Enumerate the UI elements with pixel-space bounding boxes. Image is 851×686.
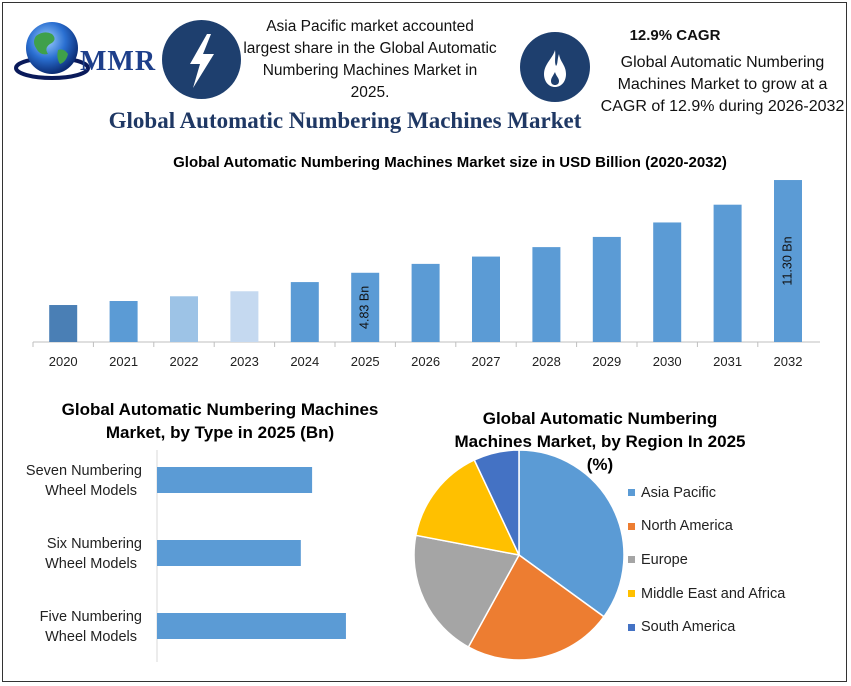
hbar-1	[157, 540, 301, 566]
x-tick-label-2028: 2028	[532, 354, 561, 369]
x-tick-label-2032: 2032	[774, 354, 803, 369]
legend-label: Middle East and Africa	[641, 585, 786, 602]
legend-item: Middle East and Africa	[628, 577, 785, 611]
data-label-2032: 11.30 Bn	[780, 236, 794, 285]
logo-text: MMR	[80, 46, 157, 77]
legend-item: South America	[628, 610, 785, 644]
bar-2032	[774, 180, 802, 342]
bar-2022	[170, 296, 198, 342]
x-tick-label-2026: 2026	[411, 354, 440, 369]
bar-2028	[532, 247, 561, 342]
main-title: Global Automatic Numbering Machines Mark…	[108, 108, 582, 133]
legend-label: Europe	[641, 551, 688, 568]
bar-2031	[713, 204, 742, 342]
category-label-0: Seven Numbering	[26, 463, 142, 479]
category-label-1-line2: Wheel Models	[45, 556, 137, 572]
legend-label: Asia Pacific	[641, 484, 716, 501]
type-bar-chart: Seven Numbering Wheel Models Six Numbering…	[26, 450, 346, 662]
category-label-2-line2: Wheel Models	[45, 629, 137, 645]
bar-2027	[472, 256, 500, 342]
x-tick-label-2021: 2021	[109, 354, 138, 369]
hbar-0	[157, 467, 313, 493]
category-label-1: Six Numbering	[47, 536, 142, 552]
legend-swatch	[628, 522, 635, 530]
bar-2021	[109, 301, 138, 342]
data-label-2025: 4.83 Bn	[357, 286, 371, 329]
x-tick-label-2022: 2022	[170, 354, 199, 369]
category-label-0-line2: Wheel Models	[45, 483, 137, 499]
lightning-icon	[162, 20, 241, 99]
x-tick-label-2027: 2027	[472, 354, 501, 369]
legend-item: Europe	[628, 543, 785, 577]
pie-slice-3	[414, 458, 521, 557]
legend-item: Asia Pacific	[628, 476, 785, 510]
pie-slice-0	[518, 449, 625, 618]
info-left-text: Asia Pacific market accounted largest sh…	[243, 18, 497, 101]
market-size-bar-chart: 2020 2021 2022 2023 2024 2025 4.83 Bn 2026 2027 2…	[32, 180, 820, 369]
region-chart-title: Global Automatic Numbering Machines Mark…	[454, 409, 746, 474]
legend-swatch	[628, 623, 635, 631]
hbar-2	[157, 613, 346, 639]
type-chart-title: Global Automatic Numbering Machines Mark…	[61, 400, 379, 442]
bar-2025	[351, 272, 380, 342]
x-tick-label-2023: 2023	[230, 354, 259, 369]
bar-2024	[290, 282, 319, 342]
region-legend: Asia Pacific North America Europe Middle Ea…	[628, 476, 785, 644]
bar-2029	[592, 236, 621, 342]
legend-label: South America	[641, 619, 736, 636]
pie-slice-4	[473, 449, 520, 556]
flame-icon	[520, 32, 590, 102]
region-pie-chart	[413, 449, 625, 661]
pie-slice-2	[413, 534, 521, 649]
cagr-title: 12.9% CAGR	[629, 27, 721, 44]
pie-slice-1	[467, 553, 605, 661]
x-tick-label-2030: 2030	[653, 354, 682, 369]
x-tick-label-2024: 2024	[290, 354, 319, 369]
bar-2020	[49, 305, 78, 342]
bar-2026	[411, 263, 440, 342]
cagr-text: Global Automatic Numbering Machines Mark…	[600, 54, 845, 115]
bar-2030	[653, 222, 682, 342]
legend-item: North America	[628, 510, 785, 544]
x-tick-label-2031: 2031	[713, 354, 742, 369]
legend-swatch	[628, 556, 635, 564]
legend-label: North America	[641, 518, 733, 535]
x-tick-label-2025: 2025	[351, 354, 380, 369]
legend-swatch	[628, 489, 635, 497]
x-tick-label-2020: 2020	[49, 354, 78, 369]
bar-chart-title: Global Automatic Numbering Machines Mark…	[173, 154, 727, 171]
x-tick-label-2029: 2029	[592, 354, 621, 369]
globe-icon	[14, 22, 90, 80]
bar-2023	[230, 291, 259, 342]
legend-swatch	[628, 590, 635, 598]
category-label-2: Five Numbering	[40, 609, 142, 625]
